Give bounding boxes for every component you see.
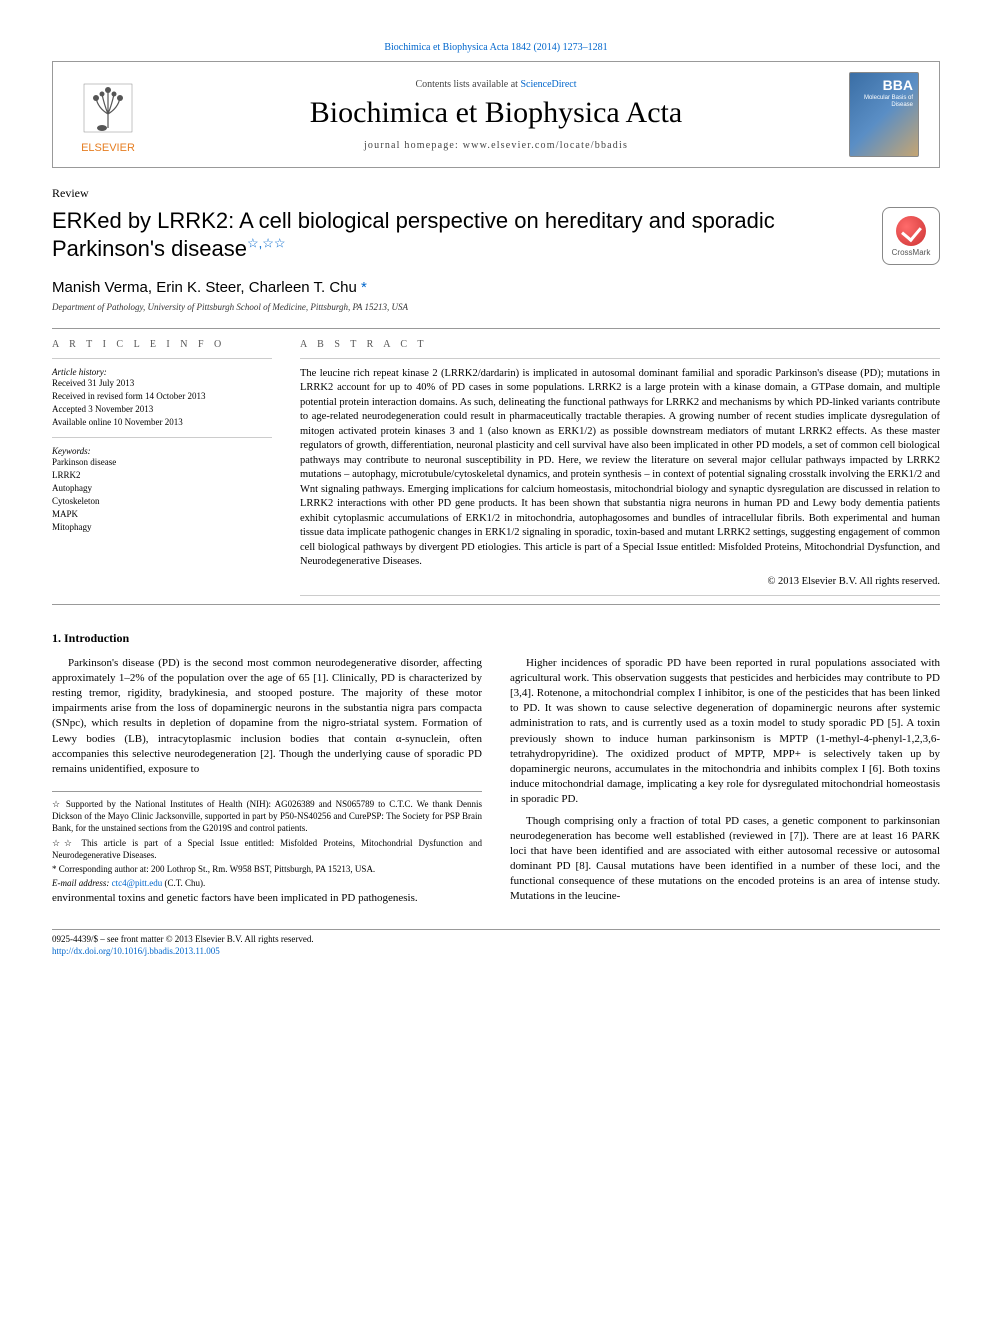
crossmark-icon: [896, 216, 926, 246]
email: E-mail address: ctc4@pitt.edu (C.T. Chu)…: [52, 877, 482, 889]
bba-cover-badge: BBA Molecular Basis of Disease: [849, 72, 919, 157]
authors: Manish Verma, Erin K. Steer, Charleen T.…: [52, 279, 940, 296]
article-title: ERKed by LRRK2: A cell biological perspe…: [52, 207, 866, 262]
keyword: Parkinson disease: [52, 456, 272, 469]
journal-homepage: journal homepage: www.elsevier.com/locat…: [163, 140, 829, 151]
abstract-text: The leucine rich repeat kinase 2 (LRRK2/…: [300, 367, 940, 570]
copyright: © 2013 Elsevier B.V. All rights reserved…: [300, 576, 940, 587]
paragraph: environmental toxins and genetic factors…: [52, 891, 482, 906]
elsevier-tree-icon: [76, 76, 140, 140]
article-info-heading: A R T I C L E I N F O: [52, 339, 272, 350]
divider: [52, 328, 940, 329]
keyword: Cytoskeleton: [52, 495, 272, 508]
footnote: ☆☆ This article is part of a Special Iss…: [52, 837, 482, 861]
issn-line: 0925-4439/$ – see front matter © 2013 El…: [52, 934, 940, 946]
homepage-link[interactable]: www.elsevier.com/locate/bbadis: [463, 140, 628, 151]
title-footnote-marks: ☆,☆☆: [247, 235, 286, 250]
footer: 0925-4439/$ – see front matter © 2013 El…: [52, 934, 940, 957]
article-type: Review: [52, 186, 940, 201]
keyword: MAPK: [52, 508, 272, 521]
affiliation: Department of Pathology, University of P…: [52, 302, 940, 312]
corresponding-mark: *: [361, 279, 367, 296]
abstract: A B S T R A C T The leucine rich repeat …: [300, 339, 940, 596]
header-citation[interactable]: Biochimica et Biophysica Acta 1842 (2014…: [52, 42, 940, 53]
doi-link[interactable]: http://dx.doi.org/10.1016/j.bbadis.2013.…: [52, 946, 220, 956]
date-online: Available online 10 November 2013: [52, 416, 272, 429]
abstract-heading: A B S T R A C T: [300, 339, 940, 350]
footnotes: ☆ Supported by the National Institutes o…: [52, 791, 482, 889]
keyword: Autophagy: [52, 482, 272, 495]
divider: [52, 604, 940, 605]
crossmark-badge[interactable]: CrossMark: [882, 207, 940, 265]
keyword: LRRK2: [52, 469, 272, 482]
section-heading: 1. Introduction: [52, 631, 940, 646]
body-text: Parkinson's disease (PD) is the second m…: [52, 656, 940, 912]
publisher-logo: ELSEVIER: [53, 76, 163, 154]
date-revised: Received in revised form 14 October 2013: [52, 390, 272, 403]
paragraph: Though comprising only a fraction of tot…: [510, 814, 940, 905]
contents-line: Contents lists available at ScienceDirec…: [163, 79, 829, 90]
footnote: ☆ Supported by the National Institutes o…: [52, 798, 482, 834]
paragraph: Higher incidences of sporadic PD have be…: [510, 656, 940, 808]
keyword: Mitophagy: [52, 521, 272, 534]
paragraph: Parkinson's disease (PD) is the second m…: [52, 656, 482, 777]
date-accepted: Accepted 3 November 2013: [52, 403, 272, 416]
footer-divider: [52, 929, 940, 930]
publisher-name: ELSEVIER: [81, 142, 135, 154]
email-link[interactable]: ctc4@pitt.edu: [112, 878, 163, 888]
sciencedirect-link[interactable]: ScienceDirect: [520, 79, 576, 90]
journal-name: Biochimica et Biophysica Acta: [163, 96, 829, 130]
corresponding-author: * Corresponding author at: 200 Lothrop S…: [52, 863, 482, 875]
date-received: Received 31 July 2013: [52, 377, 272, 390]
article-info: A R T I C L E I N F O Article history: R…: [52, 339, 272, 596]
masthead: ELSEVIER Contents lists available at Sci…: [52, 61, 940, 168]
